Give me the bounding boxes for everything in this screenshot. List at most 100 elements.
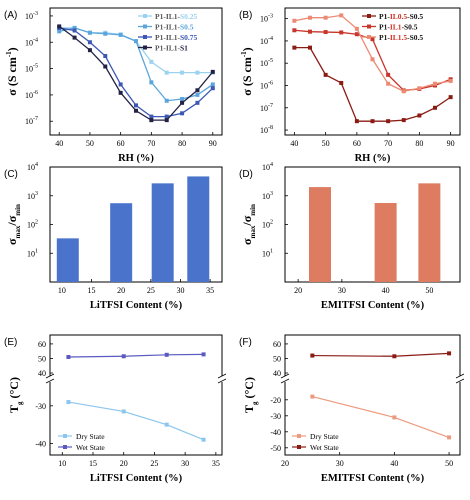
y-tick-label: -20 — [270, 396, 281, 405]
y-tick-label: 103 — [27, 191, 38, 201]
y-tick-base: 10 — [27, 221, 35, 230]
x-tick-label: 80 — [178, 139, 186, 148]
data-point — [72, 35, 77, 40]
legend-text-prefix: P1-IL1- — [155, 44, 181, 53]
x-tick-label: 20 — [120, 459, 128, 468]
y-tick-label: 10-4 — [25, 37, 38, 47]
data-point — [210, 69, 215, 74]
y-tick-label: -30 — [270, 412, 281, 421]
legend-swatch-marker — [367, 24, 371, 29]
y-tick-base: 10 — [25, 65, 33, 74]
y-label-tail: ) — [5, 47, 19, 51]
y-tick-label: 10-7 — [260, 103, 273, 113]
data-point — [57, 29, 62, 34]
y-tick-label: 10-5 — [260, 58, 273, 68]
y-tick-label: -40 — [270, 428, 281, 437]
y-tick-label: 60 — [273, 340, 281, 349]
legend-entry: P1-IL1.5-S0.5 — [379, 33, 423, 42]
y-axis-label: σ (S cm-1) — [240, 47, 254, 95]
data-point — [72, 25, 77, 30]
x-axis-label: EMITFSI Content (%) — [321, 473, 425, 484]
data-point — [72, 28, 77, 33]
data-point — [180, 96, 185, 101]
y-tick-base: 10 — [27, 192, 35, 201]
data-point — [323, 15, 328, 20]
y-axis-label: σmax/σmin — [5, 204, 22, 245]
data-point — [339, 80, 344, 85]
data-point — [433, 81, 437, 86]
y-label-tail: (°C) — [242, 377, 256, 401]
legend-swatch-marker — [297, 434, 301, 438]
y-tick-base: 10 — [27, 249, 35, 258]
y-label-mid: /σ — [240, 215, 254, 226]
x-tick-label: 60 — [353, 139, 361, 148]
data-point — [370, 57, 375, 62]
y-tick-label: 10-5 — [25, 64, 38, 74]
axis-break-gap — [46, 376, 54, 382]
y-tick-base: 10 — [260, 37, 268, 46]
data-point — [149, 59, 154, 64]
data-point — [87, 30, 92, 35]
axis-break-mark — [45, 373, 55, 379]
axis-break-mark — [217, 378, 227, 384]
data-point — [308, 29, 312, 34]
legend-entry: P1-IL0.5-S0.5 — [379, 12, 423, 21]
data-point — [195, 92, 200, 97]
x-tick-label: 30 — [181, 459, 189, 468]
y-label-subscript: g — [16, 401, 24, 405]
y-label-main: σ — [240, 238, 254, 245]
x-tick-label: 40 — [382, 286, 390, 295]
series-line — [68, 353, 204, 358]
data-point — [195, 88, 200, 93]
data-point — [149, 80, 154, 85]
legend-text-prefix: P1-IL1- — [155, 33, 181, 42]
y-tick-base: 10 — [262, 249, 270, 258]
legend-text-suffix: S0.5 — [180, 23, 194, 32]
legend-swatch-marker — [143, 45, 147, 50]
data-point — [180, 70, 185, 75]
x-tick-label: 40 — [290, 139, 298, 148]
y-tick-label: 101 — [262, 248, 273, 258]
y-tick-base: 10 — [25, 91, 33, 100]
data-point — [401, 118, 406, 123]
x-tick-label: 50 — [425, 286, 433, 295]
y-tick-base: 10 — [262, 163, 270, 172]
x-tick-label: 80 — [415, 139, 423, 148]
data-point — [164, 70, 169, 75]
data-point — [66, 400, 71, 405]
data-point — [164, 422, 169, 427]
y-tick-exponent: 2 — [270, 220, 273, 226]
y-tick-exponent: -5 — [268, 58, 273, 64]
bar — [187, 176, 210, 282]
data-point — [134, 108, 138, 113]
data-point — [180, 100, 185, 105]
y-tick-label: 50 — [273, 354, 281, 363]
y-label-subscript: max — [14, 225, 22, 238]
data-point — [448, 78, 453, 83]
data-point — [66, 355, 71, 359]
data-point — [323, 72, 328, 77]
axis-break-mark — [455, 378, 465, 384]
series-line — [312, 352, 450, 357]
legend-swatch-marker — [143, 35, 147, 39]
data-point — [210, 86, 215, 91]
y-tick-label: 102 — [262, 220, 273, 230]
data-point — [87, 48, 92, 53]
data-point — [121, 409, 126, 414]
data-point — [310, 353, 315, 358]
legend-text-suffix: S0.25 — [180, 12, 198, 21]
y-tick-base: 10 — [260, 81, 268, 90]
y-tick-exponent: 3 — [35, 191, 38, 197]
axis-break-mark — [217, 373, 227, 379]
panel-label: (B) — [239, 10, 252, 21]
x-tick-label: 70 — [384, 139, 392, 148]
y-tick-base: 10 — [262, 221, 270, 230]
y-tick-exponent: 4 — [270, 162, 273, 168]
y-tick-label: -30 — [35, 402, 46, 411]
y-label-main: σ — [5, 238, 19, 245]
x-tick-label: 20 — [117, 286, 125, 295]
y-tick-label: 10-6 — [25, 90, 38, 100]
data-point — [121, 354, 126, 359]
x-tick-label: 25 — [150, 459, 158, 468]
legend-text-prefix: P1- — [379, 33, 390, 42]
